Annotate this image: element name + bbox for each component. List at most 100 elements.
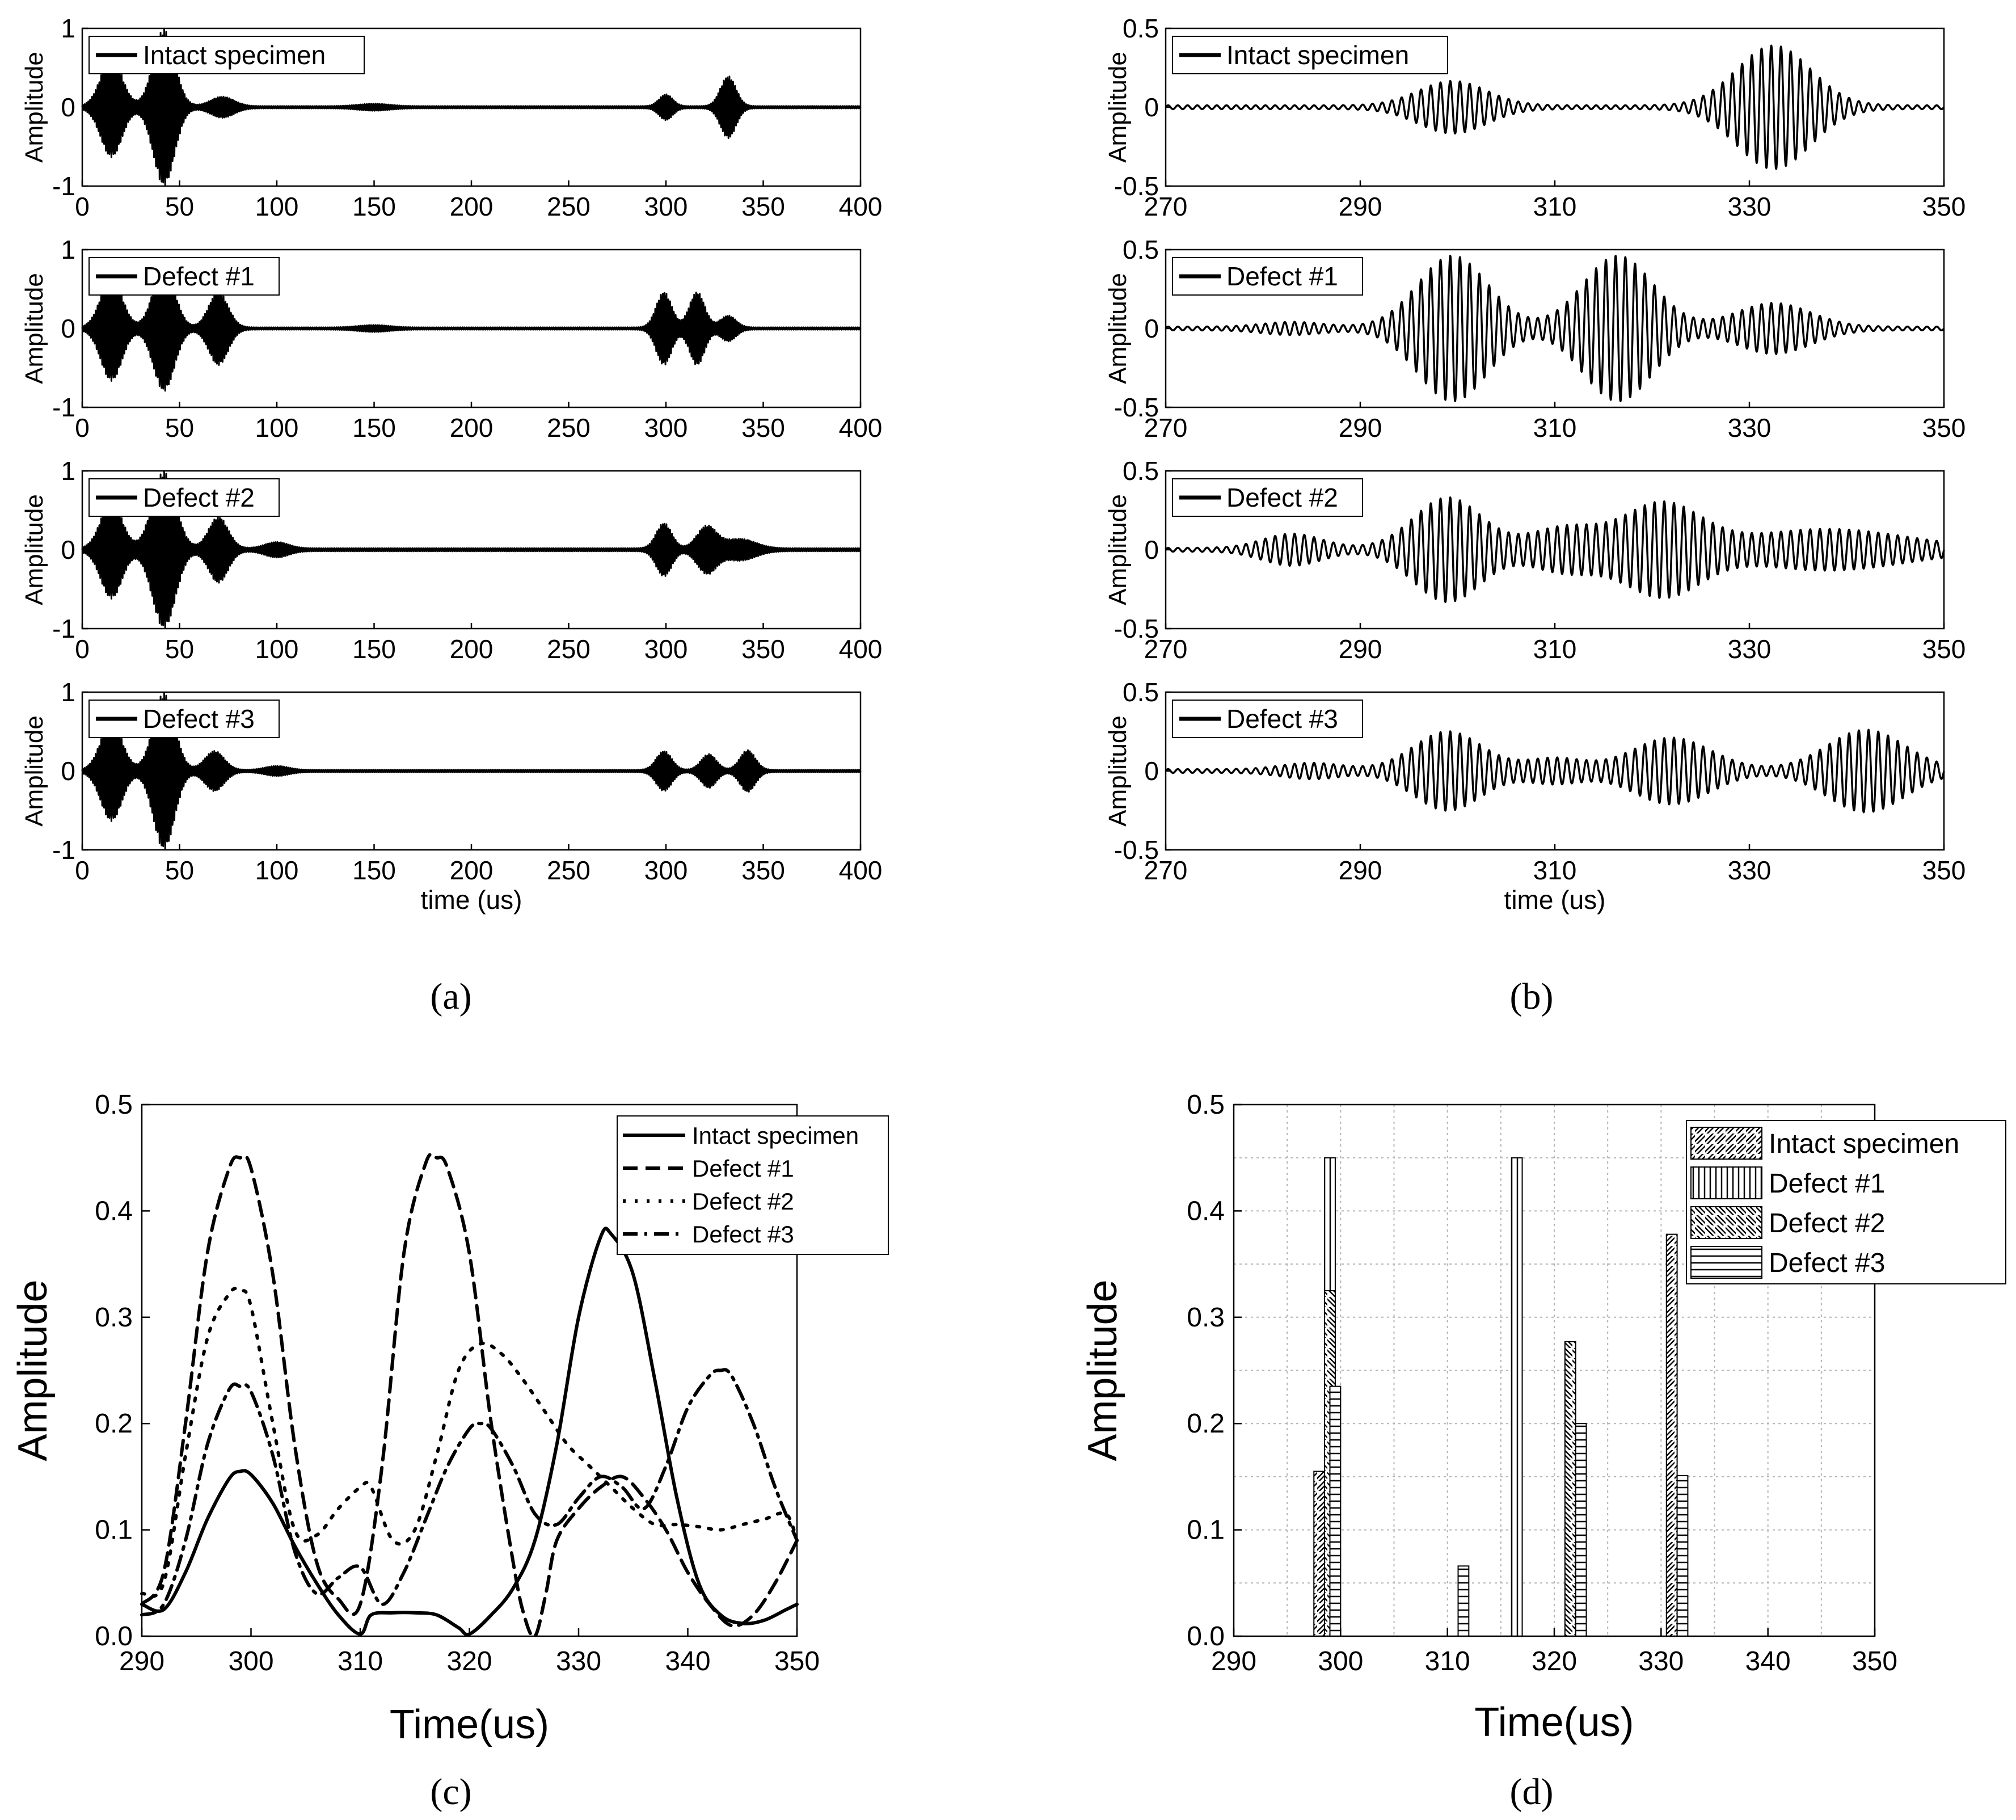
x-tick-label: 50 bbox=[165, 634, 194, 664]
y-tick-label: 0.5 bbox=[1123, 14, 1159, 43]
legend-label: Defect #2 bbox=[1769, 1208, 1885, 1238]
x-tick-label: 340 bbox=[1745, 1646, 1791, 1676]
y-tick-label: 0.2 bbox=[95, 1409, 133, 1439]
y-axis-label: Amplitude bbox=[1104, 273, 1132, 384]
y-tick-label: 0 bbox=[1144, 92, 1159, 122]
x-tick-label: 150 bbox=[352, 192, 396, 221]
legend-swatch bbox=[1690, 1166, 1762, 1199]
x-tick-label: 0 bbox=[75, 192, 90, 221]
plot-clip-mask bbox=[74, 1637, 865, 1660]
y-tick-label: 0.1 bbox=[1187, 1515, 1225, 1545]
y-axis-label: Amplitude bbox=[1080, 1279, 1125, 1461]
x-tick-label: 320 bbox=[446, 1646, 492, 1676]
x-tick-label: 300 bbox=[228, 1646, 273, 1676]
chart-c-envelope-lines: 0.0 0.1 0.2 0.3 0.4 0.5 290 300 310 320 330 340 350 T… bbox=[10, 1090, 889, 1747]
subfigure-label-b: (b) bbox=[1510, 976, 1554, 1017]
y-tick-label: 1 bbox=[61, 677, 75, 707]
x-tick-label: 300 bbox=[644, 634, 688, 664]
legend-swatch bbox=[1690, 1206, 1762, 1239]
x-tick-label: 290 bbox=[1339, 413, 1382, 443]
legend-label: Defect #3 bbox=[143, 704, 255, 734]
bar-4-2 bbox=[1457, 1565, 1470, 1637]
waveform-a-2 bbox=[81, 265, 862, 392]
legend-label: Defect #1 bbox=[692, 1155, 794, 1182]
y-tick-label: 1 bbox=[61, 235, 75, 264]
x-tick-label: 300 bbox=[644, 192, 688, 221]
waveform-b-4 bbox=[1165, 728, 1945, 814]
chart-d-peak-bars: 0.0 0.1 0.2 0.3 0.4 0.5 290 300 310 320 330 340 350 T… bbox=[1080, 1090, 2006, 1745]
y-tick-label: -0.5 bbox=[1114, 393, 1159, 422]
bar-1-1 bbox=[1313, 1471, 1326, 1637]
legend-label: Defect #1 bbox=[143, 262, 255, 291]
y-tick-label: 0.3 bbox=[1187, 1303, 1225, 1333]
x-tick-label: 200 bbox=[450, 192, 494, 221]
bar-4-4 bbox=[1676, 1475, 1689, 1637]
y-axis-label: Amplitude bbox=[1104, 715, 1132, 827]
x-tick-label: 400 bbox=[839, 634, 883, 664]
x-tick-label: 350 bbox=[1922, 856, 1966, 885]
x-tick-label: 350 bbox=[1922, 192, 1966, 221]
y-axis-label: Amplitude bbox=[20, 494, 48, 605]
x-tick-label: 290 bbox=[119, 1646, 165, 1676]
x-tick-label: 290 bbox=[1211, 1646, 1256, 1676]
bar-1-2 bbox=[1665, 1233, 1678, 1637]
x-tick-label: 50 bbox=[165, 413, 194, 443]
x-tick-label: 100 bbox=[255, 413, 299, 443]
x-tick-label: 330 bbox=[556, 1646, 601, 1676]
y-tick-label: 0.1 bbox=[95, 1515, 133, 1545]
y-tick-label: 0.2 bbox=[1187, 1409, 1225, 1439]
x-axis-label: time (us) bbox=[421, 885, 522, 915]
y-tick-label: 1 bbox=[61, 14, 75, 43]
x-tick-label: 270 bbox=[1144, 413, 1188, 443]
y-tick-label: -1 bbox=[52, 393, 75, 422]
bar-2-2 bbox=[1511, 1157, 1523, 1637]
waveform-a-1 bbox=[81, 28, 862, 186]
legend-label: Intact specimen bbox=[692, 1122, 859, 1149]
subfigure-label-a: (a) bbox=[430, 976, 471, 1017]
x-tick-label: 310 bbox=[1425, 1646, 1470, 1676]
legend-swatch bbox=[1690, 1127, 1762, 1160]
legend-box bbox=[1172, 36, 1448, 74]
x-tick-label: 250 bbox=[547, 192, 591, 221]
waveform-b-3 bbox=[1165, 496, 1945, 603]
x-tick-label: 310 bbox=[1533, 856, 1577, 885]
x-tick-label: 0 bbox=[75, 413, 90, 443]
x-tick-label: 300 bbox=[644, 856, 688, 885]
y-tick-label: 0.4 bbox=[1187, 1196, 1225, 1226]
x-tick-label: 350 bbox=[1922, 634, 1966, 664]
y-axis-label: Amplitude bbox=[20, 52, 48, 163]
y-tick-label: 0 bbox=[61, 756, 75, 786]
subfigure-label-c: (c) bbox=[430, 1771, 471, 1813]
x-tick-label: 200 bbox=[450, 856, 494, 885]
series-line-1 bbox=[140, 1227, 799, 1637]
x-tick-label: 350 bbox=[741, 413, 785, 443]
y-tick-label: 1 bbox=[61, 456, 75, 486]
x-tick-label: 250 bbox=[547, 634, 591, 664]
legend-label: Defect #3 bbox=[1769, 1248, 1885, 1278]
y-tick-label: -1 bbox=[52, 171, 75, 201]
bar-3-2 bbox=[1564, 1341, 1576, 1637]
x-tick-label: 340 bbox=[665, 1646, 710, 1676]
x-tick-label: 350 bbox=[741, 634, 785, 664]
panel-b-1: -0.5 0 0.5 270 290 310 330 350 Amplitude Intact s… bbox=[1104, 14, 1966, 221]
x-tick-label: 350 bbox=[1922, 413, 1966, 443]
y-tick-label: -1 bbox=[52, 614, 75, 643]
legend-label: Intact specimen bbox=[143, 40, 326, 70]
x-axis-label: Time(us) bbox=[1474, 1700, 1634, 1745]
x-tick-label: 350 bbox=[1852, 1646, 1897, 1676]
x-axis-label: time (us) bbox=[1504, 885, 1606, 915]
x-tick-label: 330 bbox=[1638, 1646, 1684, 1676]
x-tick-label: 270 bbox=[1144, 634, 1188, 664]
y-tick-label: -0.5 bbox=[1114, 835, 1159, 865]
y-tick-label: 0 bbox=[1144, 756, 1159, 786]
x-tick-label: 350 bbox=[741, 856, 785, 885]
x-tick-label: 290 bbox=[1339, 634, 1382, 664]
y-tick-label: 0.0 bbox=[1187, 1621, 1225, 1652]
legend-label: Defect #1 bbox=[1769, 1169, 1885, 1199]
y-tick-label: -1 bbox=[52, 835, 75, 865]
x-tick-label: 200 bbox=[450, 634, 494, 664]
bar-4-3 bbox=[1575, 1423, 1587, 1637]
x-tick-label: 310 bbox=[338, 1646, 383, 1676]
y-tick-label: 0.3 bbox=[95, 1303, 133, 1333]
